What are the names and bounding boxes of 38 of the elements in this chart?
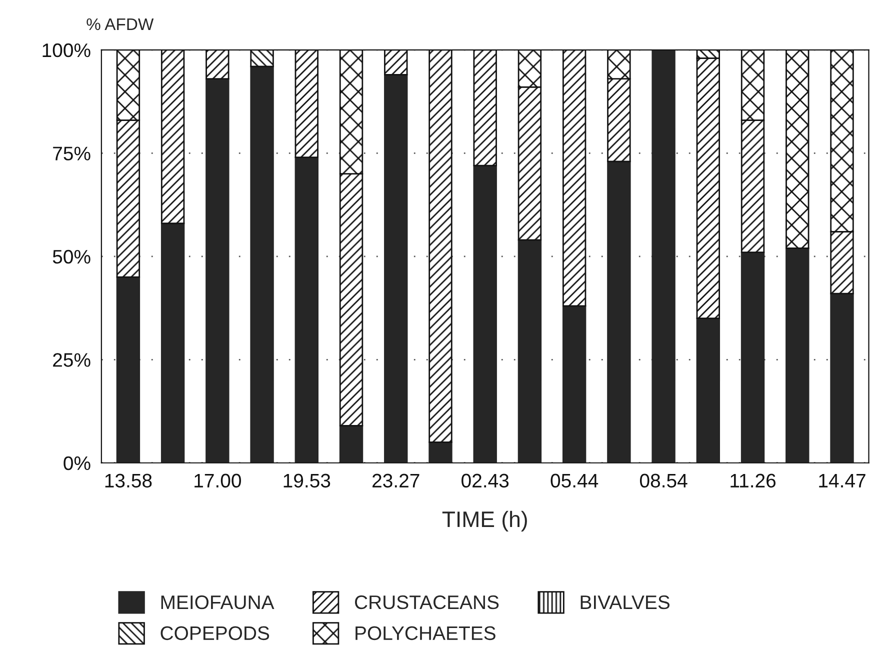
- bar: [428, 442, 452, 463]
- y-tick-label: 75%: [53, 146, 90, 160]
- y-tick-label: 50%: [52, 250, 90, 264]
- y-tick-label: 25%: [53, 353, 90, 367]
- bar: [562, 305, 586, 463]
- x-tick-label: 13.58: [105, 474, 152, 488]
- legend-label: BIVALVES: [580, 595, 670, 610]
- x-tick-label: 23.27: [372, 474, 420, 488]
- legend-label: MEIOFAUNA: [161, 595, 274, 610]
- x-tick-label: 05.44: [550, 474, 598, 488]
- bar: [384, 74, 408, 463]
- y-tick-label: 100%: [42, 43, 90, 58]
- legend-label: POLYCHAETES: [356, 626, 496, 640]
- bar: [206, 78, 230, 463]
- bar: [740, 252, 765, 463]
- bar: [830, 292, 854, 463]
- x-axis-title: TIME (h): [442, 510, 527, 532]
- x-tick-label: 08.54: [640, 474, 688, 488]
- bar: [160, 222, 185, 463]
- x-tick-label: 17.00: [194, 474, 241, 488]
- bar: [652, 50, 676, 463]
- bar: [473, 164, 497, 463]
- bar: [518, 239, 542, 463]
- bar: [339, 425, 364, 463]
- y-axis-title: % AFDW: [86, 18, 154, 30]
- x-tick-label: 14.47: [819, 474, 866, 488]
- bar: [294, 156, 318, 463]
- y-tick-label: 0%: [64, 456, 90, 470]
- bar: [116, 276, 140, 463]
- bar: [786, 247, 810, 463]
- bar: [607, 160, 631, 463]
- x-tick-label: 19.53: [284, 474, 330, 488]
- bar: [250, 66, 274, 463]
- legend-label: COPEPODS: [160, 626, 270, 640]
- x-tick-label: 11.26: [730, 474, 776, 488]
- x-tick-label: 02.43: [462, 474, 509, 488]
- legend-label: CRUSTACEANS: [355, 595, 499, 610]
- bar: [696, 318, 720, 463]
